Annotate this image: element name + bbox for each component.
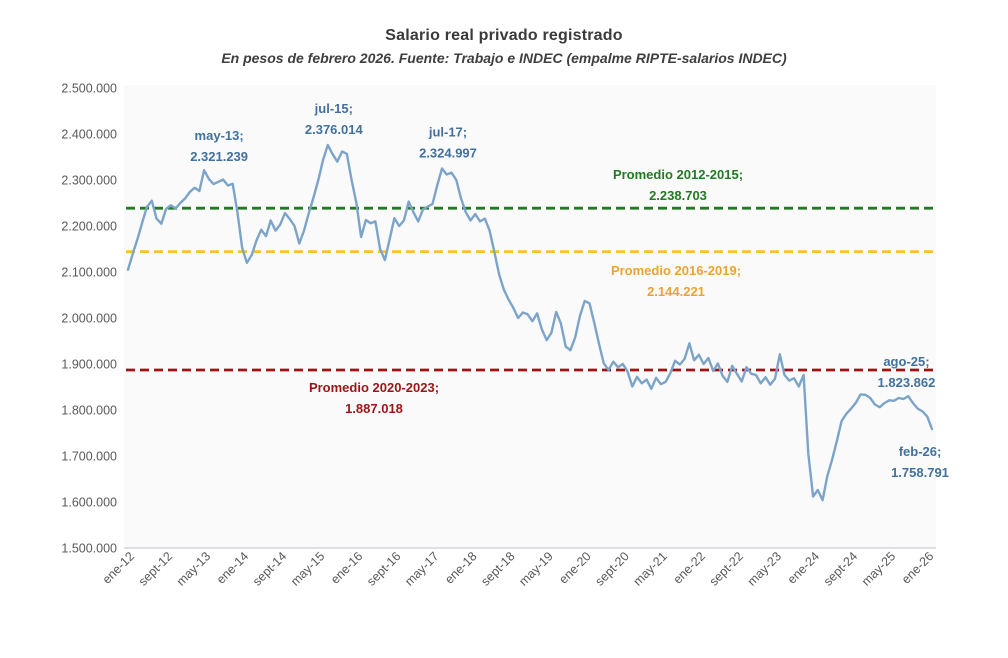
salary-series-line [126, 143, 934, 502]
x-tick-label: ene-18 [442, 549, 479, 586]
point-annotation: feb-26; [899, 444, 942, 459]
point-annotation: 1.758.791 [891, 465, 949, 480]
x-tick-label: ene-24 [785, 549, 822, 586]
x-tick-label: may-23 [745, 549, 784, 588]
x-tick-label: may-21 [631, 549, 670, 588]
chart-title: Salario real privado registrado [385, 27, 623, 44]
y-tick-label: 1.700.000 [61, 450, 117, 464]
average-label: Promedio 2020-2023; [309, 380, 439, 395]
point-annotation: ago-25; [883, 354, 929, 369]
point-annotation: 2.321.239 [190, 149, 248, 164]
chart-subtitle: En pesos de febrero 2026. Fuente: Trabaj… [221, 50, 787, 66]
x-tick-label: sept-24 [821, 549, 860, 588]
y-tick-label: 2.200.000 [61, 220, 117, 234]
average-label: Promedio 2016-2019; [611, 263, 741, 278]
x-tick-label: sept-16 [364, 549, 403, 588]
point-annotation: may-13; [195, 128, 244, 143]
average-label: Promedio 2012-2015; [613, 167, 743, 182]
x-tick-label: sept-14 [250, 549, 289, 588]
x-tick-label: ene-22 [671, 549, 708, 586]
x-tick-label: ene-14 [214, 549, 251, 586]
x-tick-label: ene-20 [556, 549, 593, 586]
y-tick-label: 2.000.000 [61, 312, 117, 326]
x-tick-label: sept-22 [707, 549, 746, 588]
x-tick-label: sept-20 [593, 549, 632, 588]
x-tick-label: ene-16 [328, 549, 365, 586]
x-tick-label: may-17 [402, 549, 441, 588]
point-annotation: 1.823.862 [878, 375, 936, 390]
x-tick-label: may-25 [859, 549, 898, 588]
average-label: 1.887.018 [345, 401, 403, 416]
average-label: 2.238.703 [649, 188, 707, 203]
point-annotation: 2.376.014 [305, 122, 364, 137]
y-tick-label: 2.300.000 [61, 174, 117, 188]
x-tick-label: sept-18 [478, 549, 517, 588]
y-tick-label: 2.500.000 [61, 82, 117, 96]
y-tick-label: 1.600.000 [61, 496, 117, 510]
x-tick-label: may-15 [288, 549, 327, 588]
y-tick-label: 1.500.000 [61, 542, 117, 556]
x-tick-label: may-19 [516, 549, 555, 588]
y-tick-label: 1.900.000 [61, 358, 117, 372]
x-tick-label: may-13 [174, 549, 213, 588]
x-tick-label: sept-12 [136, 549, 175, 588]
point-annotation: 2.324.997 [419, 146, 477, 161]
point-annotation: jul-15; [314, 101, 353, 116]
average-label: 2.144.221 [647, 284, 705, 299]
x-tick-label: ene-26 [899, 549, 936, 586]
y-tick-label: 1.800.000 [61, 404, 117, 418]
y-tick-label: 2.100.000 [61, 266, 117, 280]
point-annotation: jul-17; [428, 125, 467, 140]
y-tick-label: 2.400.000 [61, 128, 117, 142]
